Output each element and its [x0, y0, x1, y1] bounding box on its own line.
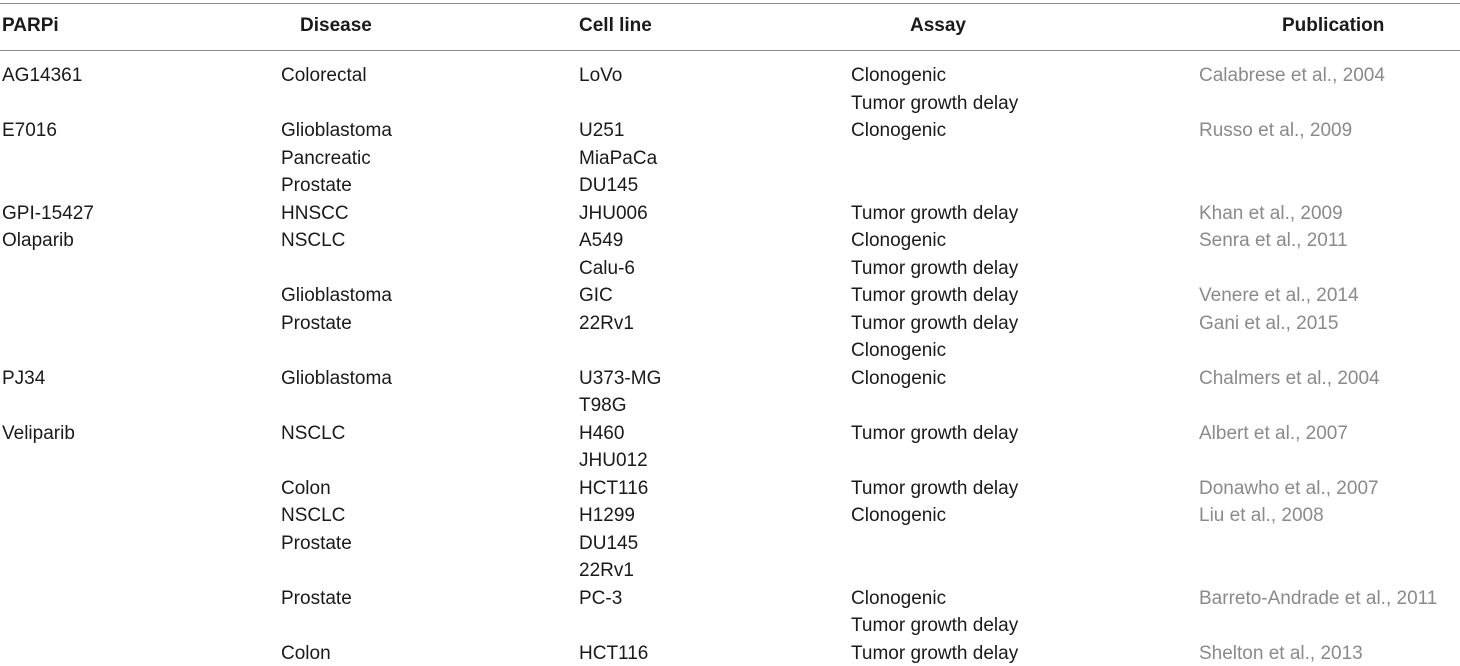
disease-cell: Prostate: [281, 312, 352, 334]
assay-cell: Tumor growth delay: [851, 92, 1019, 114]
disease-cell: NSCLC: [281, 422, 346, 444]
assay-cell: Tumor growth delay: [851, 422, 1019, 444]
header-disease: Disease: [300, 15, 372, 36]
publication-cell: Senra et al., 2011: [1199, 230, 1348, 251]
cell-line-cell: MiaPaCa: [579, 147, 658, 169]
assay-cell: Clonogenic: [851, 230, 947, 251]
parpi-cell: E7016: [2, 120, 57, 141]
disease-cell: NSCLC: [281, 505, 346, 526]
disease-cell: Glioblastoma: [281, 120, 392, 141]
cell-line-cell: 22Rv1: [579, 560, 634, 581]
cell-line-cell: DU145: [579, 532, 639, 554]
disease-cell: Glioblastoma: [281, 285, 392, 306]
assay-cell: Clonogenic: [851, 65, 947, 86]
cell-line-cell: 22Rv1: [579, 312, 634, 334]
publication-cell: Russo et al., 2009: [1199, 120, 1353, 141]
disease-cell: Prostate: [281, 587, 352, 609]
cell-line-cell: GIC: [579, 285, 613, 306]
assay-cell: Clonogenic: [851, 505, 947, 526]
assay-cell: Clonogenic: [851, 587, 947, 609]
publication-cell: Khan et al., 2009: [1199, 202, 1343, 224]
disease-cell: Prostate: [281, 175, 352, 196]
cell-line-cell: PC-3: [579, 587, 623, 609]
parpi-cell: GPI-15427: [2, 202, 94, 224]
assay-cell: Clonogenic: [851, 340, 947, 361]
table-header-rule: [0, 50, 1460, 51]
assay-cell: Tumor growth delay: [851, 642, 1019, 664]
assay-cell: Clonogenic: [851, 367, 947, 389]
cell-line-cell: HCT116: [579, 642, 649, 664]
publication-cell: Chalmers et al., 2004: [1199, 367, 1380, 389]
header-parpi: PARPi: [2, 15, 59, 36]
cell-line-cell: HCT116: [579, 477, 649, 499]
disease-cell: Colon: [281, 642, 331, 664]
header-publication: Publication: [1282, 15, 1385, 36]
parpi-cell: Veliparib: [2, 422, 75, 444]
disease-cell: Pancreatic: [281, 147, 371, 169]
cell-line-cell: LoVo: [579, 65, 623, 86]
publication-cell: Calabrese et al., 2004: [1199, 65, 1385, 86]
disease-cell: Glioblastoma: [281, 367, 392, 389]
cell-line-cell: H460: [579, 422, 625, 444]
assay-cell: Tumor growth delay: [851, 477, 1019, 499]
publication-cell: Albert et al., 2007: [1199, 422, 1348, 444]
cell-line-cell: DU145: [579, 175, 639, 196]
disease-cell: Colon: [281, 477, 331, 499]
header-assay: Assay: [910, 15, 966, 36]
assay-cell: Clonogenic: [851, 120, 947, 141]
cell-line-cell: JHU006: [579, 202, 648, 224]
disease-cell: Prostate: [281, 532, 352, 554]
cell-line-cell: T98G: [579, 395, 627, 416]
cell-line-cell: Calu-6: [579, 257, 635, 279]
publication-cell: Donawho et al., 2007: [1199, 477, 1379, 499]
disease-cell: Colorectal: [281, 65, 367, 86]
cell-line-cell: U373-MG: [579, 367, 662, 389]
parpi-cell: AG14361: [2, 65, 83, 86]
disease-cell: HNSCC: [281, 202, 349, 224]
header-cell-line: Cell line: [579, 15, 652, 36]
parpi-cell: Olaparib: [2, 230, 74, 251]
disease-cell: NSCLC: [281, 230, 346, 251]
assay-cell: Tumor growth delay: [851, 257, 1019, 279]
publication-cell: Liu et al., 2008: [1199, 505, 1324, 526]
publication-cell: Shelton et al., 2013: [1199, 642, 1363, 664]
parpi-cell: PJ34: [2, 367, 46, 389]
table-top-rule: [0, 3, 1460, 4]
assay-cell: Tumor growth delay: [851, 285, 1019, 306]
assay-cell: Tumor growth delay: [851, 312, 1019, 334]
assay-cell: Tumor growth delay: [851, 615, 1019, 636]
cell-line-cell: A549: [579, 230, 624, 251]
assay-cell: Tumor growth delay: [851, 202, 1019, 224]
cell-line-cell: U251: [579, 120, 625, 141]
publication-cell: Gani et al., 2015: [1199, 312, 1339, 334]
publication-cell: Barreto-Andrade et al., 2011: [1199, 587, 1438, 609]
cell-line-cell: JHU012: [579, 450, 648, 471]
publication-cell: Venere et al., 2014: [1199, 285, 1359, 306]
cell-line-cell: H1299: [579, 505, 635, 526]
